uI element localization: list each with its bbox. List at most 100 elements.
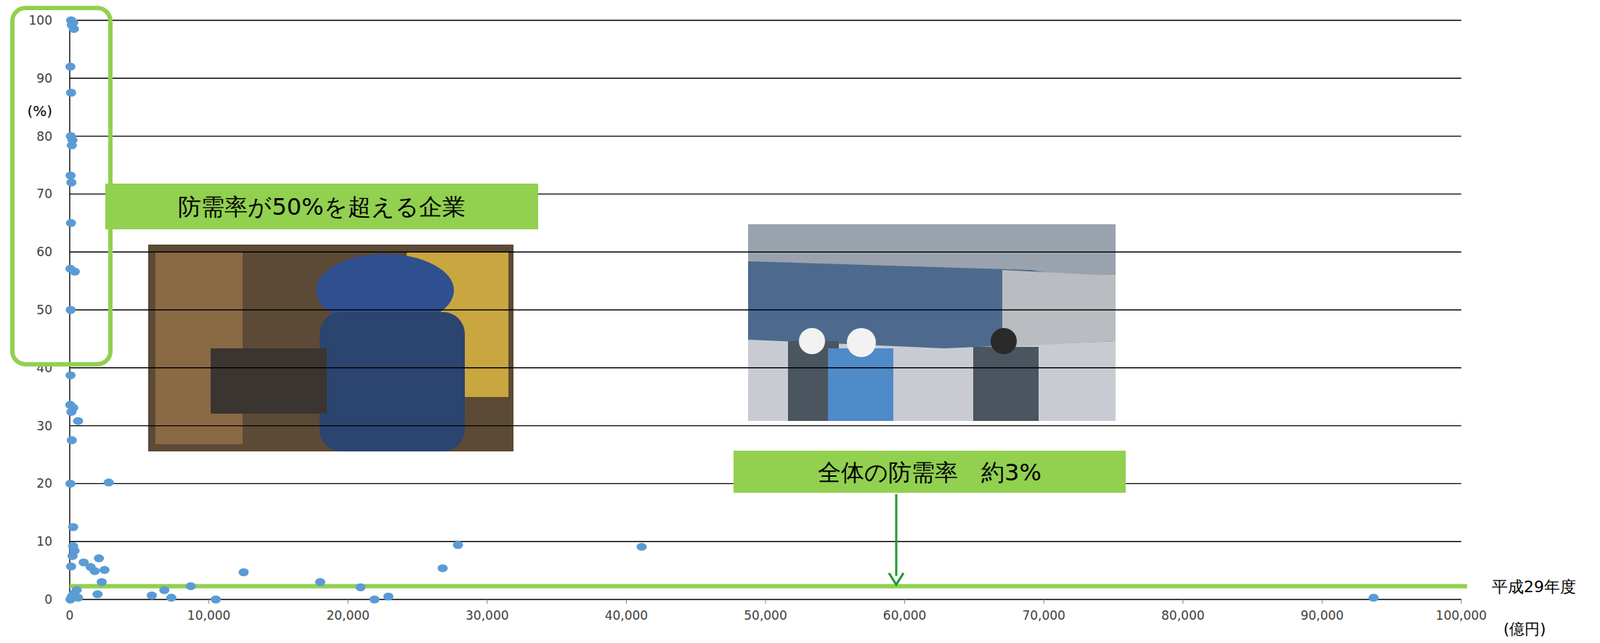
- point: [92, 590, 103, 599]
- point: [636, 543, 647, 552]
- point: [65, 306, 76, 315]
- point: [355, 583, 366, 592]
- y-tick-label: 30: [36, 419, 53, 434]
- point: [369, 596, 380, 605]
- annotation-text: 防需率が50%を超える企業: [177, 193, 465, 221]
- y-tick-label: 90: [36, 71, 53, 86]
- point: [89, 567, 100, 576]
- point: [65, 62, 76, 71]
- photo-part: [846, 328, 876, 358]
- point: [69, 267, 80, 276]
- x-tick: [626, 599, 627, 605]
- point: [146, 591, 157, 600]
- point: [210, 596, 221, 605]
- photo-bg: [748, 224, 1116, 422]
- grid: [69, 20, 1462, 605]
- point: [67, 552, 78, 561]
- point: [66, 408, 77, 417]
- grid-line: [69, 425, 1462, 427]
- x-tick: [1461, 599, 1463, 605]
- point: [66, 88, 77, 97]
- y-tick-label: 20: [36, 476, 53, 491]
- point: [66, 178, 77, 187]
- point: [68, 590, 80, 599]
- reference-label: 平成29年度: [1491, 578, 1577, 597]
- point: [1368, 594, 1379, 603]
- point: [93, 554, 104, 563]
- x-tick-label: 90,000: [1300, 608, 1344, 624]
- grid-line: [69, 309, 1462, 311]
- point: [103, 478, 115, 487]
- point: [159, 586, 170, 595]
- x-tick-label: 50,000: [743, 608, 787, 624]
- photo-part: [798, 328, 826, 355]
- y-axis-title: (%): [26, 102, 53, 120]
- photo-part: [319, 312, 465, 452]
- point: [437, 564, 448, 573]
- photo-part: [1002, 270, 1116, 348]
- annotation-box: [733, 451, 1126, 494]
- grid-line: [69, 367, 1462, 369]
- point: [72, 417, 83, 426]
- points: [65, 16, 1380, 605]
- photo-part: [990, 328, 1017, 355]
- y-tick-label: 80: [36, 129, 53, 144]
- point: [66, 436, 77, 445]
- chart: 0102030405060708090100010,00020,00030,00…: [0, 0, 1600, 643]
- point: [185, 582, 197, 591]
- y-tick-label: 0: [44, 592, 53, 608]
- grid-line: [69, 541, 1462, 543]
- grid-line: [69, 135, 1462, 137]
- arrow: [895, 494, 898, 577]
- photo-part: [155, 252, 243, 445]
- grid-line: [69, 77, 1462, 79]
- photo-welder: [148, 244, 514, 452]
- point: [315, 578, 326, 587]
- x-tick-label: 30,000: [465, 608, 509, 624]
- point: [166, 594, 177, 603]
- x-tick-label: 60,000: [883, 608, 927, 624]
- y-tick-label: 100: [29, 13, 53, 28]
- annotation-text: 全体の防需率 約3%: [817, 459, 1042, 487]
- x-tick-label: 40,000: [604, 608, 648, 624]
- point: [65, 171, 76, 180]
- x-tick: [904, 599, 905, 605]
- x-tick-label: 20,000: [326, 608, 369, 624]
- point: [66, 219, 77, 228]
- x-tick: [208, 599, 210, 605]
- point: [68, 523, 79, 532]
- photo-part: [210, 348, 327, 414]
- y-tick-label: 50: [36, 302, 53, 318]
- x-tick-label: 70,000: [1021, 608, 1065, 624]
- point: [65, 480, 76, 489]
- y-tick-label: 60: [36, 244, 53, 260]
- point: [238, 568, 250, 577]
- point: [65, 371, 76, 380]
- grid-line: [69, 252, 1462, 253]
- x-tick-label: 80,000: [1161, 608, 1205, 624]
- annotation-box: [105, 183, 539, 230]
- point: [453, 541, 464, 550]
- annotation: 防需率が50%を超える企業: [105, 183, 539, 230]
- x-tick-label: 0: [66, 608, 75, 624]
- point: [66, 562, 77, 571]
- photo-part: [827, 348, 894, 422]
- x-tick: [1182, 599, 1184, 605]
- photo-bg: [148, 244, 514, 452]
- x-tick: [347, 599, 349, 605]
- x-tick: [1043, 599, 1045, 605]
- photo-aircraft: [748, 224, 1116, 422]
- y-tick-label: 70: [36, 186, 53, 202]
- grid-line: [69, 19, 1462, 21]
- x-tick: [765, 599, 767, 605]
- x-axis-title: (億円): [1503, 620, 1546, 639]
- point: [68, 24, 80, 33]
- reference-line: [69, 584, 1468, 590]
- arrow-head: [888, 573, 904, 586]
- annotation: 全体の防需率 約3%: [733, 451, 1126, 494]
- photo-part: [973, 347, 1039, 422]
- point: [383, 593, 394, 602]
- highlight-frame: [12, 7, 111, 365]
- point: [96, 578, 107, 587]
- x-tick-label: 10,000: [187, 608, 231, 624]
